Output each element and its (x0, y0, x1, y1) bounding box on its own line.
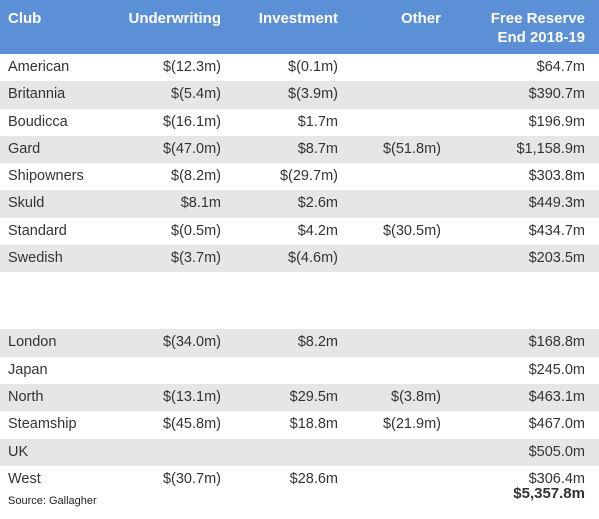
club-name: Shipowners (8, 168, 84, 185)
table-footer: Source: Gallagher $5,357.8m (0, 481, 599, 519)
club-name: Japan (8, 361, 48, 378)
investment-value: $4.2m (297, 222, 338, 239)
header-free-reserve-line1: Free Reserve (490, 10, 585, 27)
investment-value: $(3.9m) (288, 86, 338, 103)
investment-value: $8.7m (297, 140, 338, 157)
table-row: North $(13.1m) $29.5m $(3.8m) $463.1m (0, 383, 599, 412)
free-reserve-value: $467.0m (528, 416, 585, 433)
club-name: UK (8, 443, 29, 460)
underwriting-value: $(5.4m) (171, 86, 221, 103)
underwriting-value: $(0.5m) (171, 222, 221, 239)
table-row: West $(30.7m) $28.6m $306.4m (0, 466, 599, 493)
investment-value: $(4.6m) (288, 250, 338, 267)
underwriting-value: $8.1m (180, 195, 221, 212)
header-club: Club (8, 10, 42, 27)
table-row: Steamship $(45.8m) $18.8m $(21.9m) $467.… (0, 411, 599, 438)
header-other: Other (400, 10, 441, 27)
investment-value: $(0.1m) (288, 59, 338, 75)
underwriting-value: $(13.1m) (162, 388, 221, 405)
club-name: Swedish (8, 250, 63, 267)
investment-value: $1.7m (297, 113, 338, 130)
header-investment: Investment (258, 10, 338, 27)
free-reserve-total: $5,357.8m (513, 485, 585, 502)
table-row: Swedish $(3.7m) $(4.6m) $203.5m (0, 245, 599, 273)
club-name: London (8, 334, 57, 351)
underwriting-value: $(30.7m) (162, 470, 221, 487)
club-name: Gard (8, 140, 41, 157)
table-row: Japan $245.0m (0, 357, 599, 384)
investment-value: $18.8m (289, 416, 338, 433)
table-row: Gard $(47.0m) $8.7m $(51.8m) $1,158.9m (0, 135, 599, 164)
underwriting-value: $(45.8m) (162, 416, 221, 433)
underwriting-value: $(8.2m) (171, 168, 221, 185)
club-name: Steamship (8, 416, 77, 433)
table-body: American $(12.3m) $(0.1m) $64.7m Britann… (0, 54, 599, 493)
other-value: $(30.5m) (382, 222, 441, 239)
table-row: Britannia $(5.4m) $(3.9m) $390.7m (0, 81, 599, 109)
free-reserve-value: $505.0m (528, 443, 585, 460)
free-reserve-value: $203.5m (528, 250, 585, 267)
investment-value: $2.6m (297, 195, 338, 212)
investment-value: $8.2m (297, 334, 338, 351)
table-row: American $(12.3m) $(0.1m) $64.7m (0, 54, 599, 81)
table-header: Club Underwriting Investment Other Free … (0, 0, 599, 54)
header-free-reserve-line2: End 2018-19 (497, 29, 585, 46)
free-reserve-value: $1,158.9m (516, 140, 585, 157)
other-value: $(3.8m) (391, 388, 441, 405)
club-name: Boudicca (8, 113, 68, 130)
underwriting-value: $(3.7m) (171, 250, 221, 267)
club-name: American (8, 59, 70, 75)
table-row: London $(34.0m) $8.2m $168.8m (0, 329, 599, 357)
table-row: Shipowners $(8.2m) $(29.7m) $303.8m (0, 163, 599, 190)
table-row: Skuld $8.1m $2.6m $449.3m (0, 190, 599, 218)
free-reserve-value: $303.8m (528, 168, 585, 185)
underwriting-value: $(34.0m) (162, 334, 221, 351)
free-reserve-value: $306.4m (528, 470, 585, 487)
free-reserve-value: $168.8m (528, 334, 585, 351)
other-value: $(51.8m) (382, 140, 441, 157)
free-reserve-value: $64.7m (536, 59, 585, 75)
club-name: Skuld (8, 195, 45, 212)
source-note: Source: Gallagher (8, 495, 97, 507)
underwriting-value: $(12.3m) (162, 59, 221, 75)
club-name: Britannia (8, 86, 66, 103)
club-name: Standard (8, 222, 67, 239)
table-row: Boudicca $(16.1m) $1.7m $196.9m (0, 109, 599, 136)
investment-value: $28.6m (289, 470, 338, 487)
free-reserve-value: $449.3m (528, 195, 585, 212)
table-row: UK $505.0m (0, 438, 599, 466)
header-underwriting: Underwriting (128, 10, 222, 27)
free-reserve-value: $463.1m (528, 388, 585, 405)
free-reserve-value: $390.7m (528, 86, 585, 103)
other-value: $(21.9m) (382, 416, 441, 433)
investment-value: $(29.7m) (279, 168, 338, 185)
free-reserve-value: $196.9m (528, 113, 585, 130)
club-name: West (8, 470, 41, 487)
investment-value: $29.5m (289, 388, 338, 405)
group-spacer (0, 272, 599, 329)
header-free-reserve: Free Reserve End 2018-19 (491, 9, 585, 47)
underwriting-value: $(16.1m) (162, 113, 221, 130)
club-name: North (8, 388, 44, 405)
free-reserve-value: $434.7m (528, 222, 585, 239)
underwriting-value: $(47.0m) (162, 140, 221, 157)
free-reserve-value: $245.0m (528, 361, 585, 378)
table-row: Standard $(0.5m) $4.2m $(30.5m) $434.7m (0, 218, 599, 245)
